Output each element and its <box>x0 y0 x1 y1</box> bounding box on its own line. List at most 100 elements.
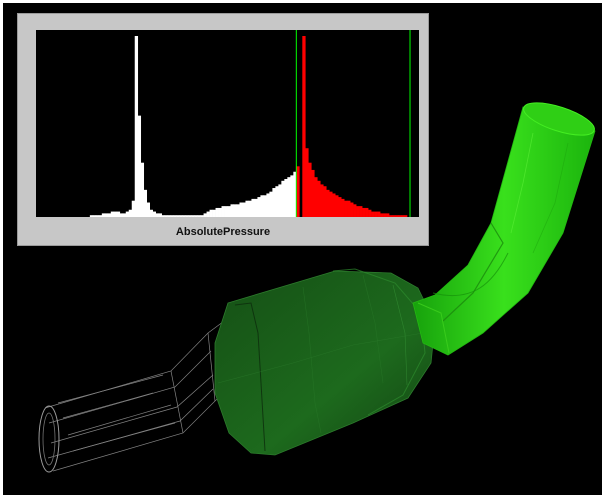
histogram-bar-selected <box>323 186 327 217</box>
histogram-bar <box>218 207 222 217</box>
histogram-bar <box>194 215 198 217</box>
histogram-bar-selected <box>350 202 354 217</box>
histogram-bar <box>269 191 273 217</box>
histogram-bar <box>284 178 288 217</box>
histogram-bar-selected <box>314 177 318 217</box>
histogram-bar <box>155 213 159 217</box>
histogram-bar <box>113 211 118 217</box>
histogram-bar-selected <box>341 198 345 217</box>
histogram-bar <box>92 215 97 217</box>
histogram-bar <box>221 206 225 217</box>
histogram-bar-selected <box>371 211 375 217</box>
histogram-bar <box>182 215 186 217</box>
histogram-bar <box>206 211 210 217</box>
histogram-bar-selected <box>347 200 351 217</box>
histogram-bar <box>89 215 94 217</box>
histogram-bar-selected <box>326 189 330 217</box>
pipe-body <box>214 268 436 456</box>
histogram-bar <box>200 215 204 217</box>
histogram-bar <box>146 202 150 217</box>
outlet-pipe <box>412 102 596 356</box>
histogram-bar <box>107 213 112 217</box>
pipe-3d-scene[interactable] <box>3 3 602 495</box>
histogram-bar-selected <box>386 213 390 217</box>
histogram-bar <box>215 207 219 217</box>
histogram-bar <box>119 213 124 217</box>
histogram-bar <box>233 204 237 217</box>
histogram-bar <box>122 213 127 217</box>
histogram-bar <box>275 186 279 217</box>
histogram-bar <box>257 197 261 217</box>
histogram-bar <box>236 204 240 217</box>
histogram-bar-selected <box>344 200 348 217</box>
histogram-bar-selected <box>395 215 399 217</box>
histogram-bar <box>287 177 291 217</box>
histogram-bar <box>116 211 121 217</box>
histogram-bar-selected <box>380 213 384 217</box>
histogram-bar-selected <box>377 211 381 217</box>
histogram-bar <box>140 162 145 217</box>
histogram-bar-selected <box>404 215 408 217</box>
render-viewport[interactable]: AbsolutePressure <box>3 3 602 495</box>
histogram-bar <box>185 215 189 217</box>
histogram-bar <box>263 195 267 217</box>
histogram-bar-selected <box>353 204 357 217</box>
histogram-bar <box>224 206 228 217</box>
histogram-bar-selected <box>401 215 405 217</box>
histogram-bar <box>242 202 246 217</box>
histogram-bar <box>104 213 109 217</box>
histogram-panel: AbsolutePressure <box>17 13 429 246</box>
histogram-bar <box>179 215 183 217</box>
histogram-bar <box>209 209 213 217</box>
histogram-bar <box>167 215 171 217</box>
histogram-bar <box>266 193 270 217</box>
histogram-bar-selected <box>317 180 321 217</box>
histogram-bar-selected <box>338 197 342 217</box>
histogram-bar-selected <box>368 209 372 217</box>
histogram-bar <box>173 215 177 217</box>
histogram-bar <box>239 202 243 217</box>
histogram-bar <box>260 195 264 217</box>
histogram-bar <box>176 215 180 217</box>
histogram-bar <box>197 215 201 217</box>
histogram-bar-selected <box>365 207 369 217</box>
histogram-bar <box>137 115 142 217</box>
histogram-bar <box>227 206 231 217</box>
histogram-bar-selected <box>362 207 366 217</box>
histogram-bar-selected <box>305 148 309 217</box>
histogram-bar-selected <box>392 215 396 217</box>
histogram-bar-selected <box>359 206 363 217</box>
histogram-bar-selected <box>308 162 312 217</box>
histogram-bar <box>125 211 130 217</box>
histogram-bar-selected <box>356 206 360 217</box>
histogram-bar-selected <box>335 195 339 217</box>
histogram-bar <box>293 171 297 217</box>
inlet-pipe <box>38 312 236 473</box>
histogram-bar-selected <box>398 215 402 217</box>
histogram-bar-selected <box>320 184 324 217</box>
histogram-bar <box>230 204 234 217</box>
histogram-bar <box>248 200 252 217</box>
histogram-bar-selected <box>332 193 336 217</box>
histogram-bar <box>191 215 195 217</box>
histogram-bar <box>272 188 276 217</box>
histogram-bar <box>152 211 156 217</box>
histogram-plot[interactable] <box>36 30 419 217</box>
histogram-bar <box>131 200 136 217</box>
histogram-bar <box>143 189 148 217</box>
histogram-bar <box>149 209 153 217</box>
histogram-bar <box>128 209 133 217</box>
histogram-bar-selected <box>296 166 300 217</box>
histogram-bar <box>95 215 100 217</box>
histogram-bar-selected <box>302 36 306 217</box>
histogram-bar <box>98 215 103 217</box>
histogram-bar <box>164 215 168 217</box>
histogram-bar <box>290 175 294 217</box>
histogram-bar <box>101 213 106 217</box>
histogram-axis-label: AbsolutePressure <box>175 226 271 238</box>
histogram-bar <box>188 215 192 217</box>
histogram-bar <box>203 213 207 217</box>
histogram-bar <box>161 215 165 217</box>
histogram-bar <box>278 184 282 217</box>
histogram-bar <box>110 211 115 217</box>
